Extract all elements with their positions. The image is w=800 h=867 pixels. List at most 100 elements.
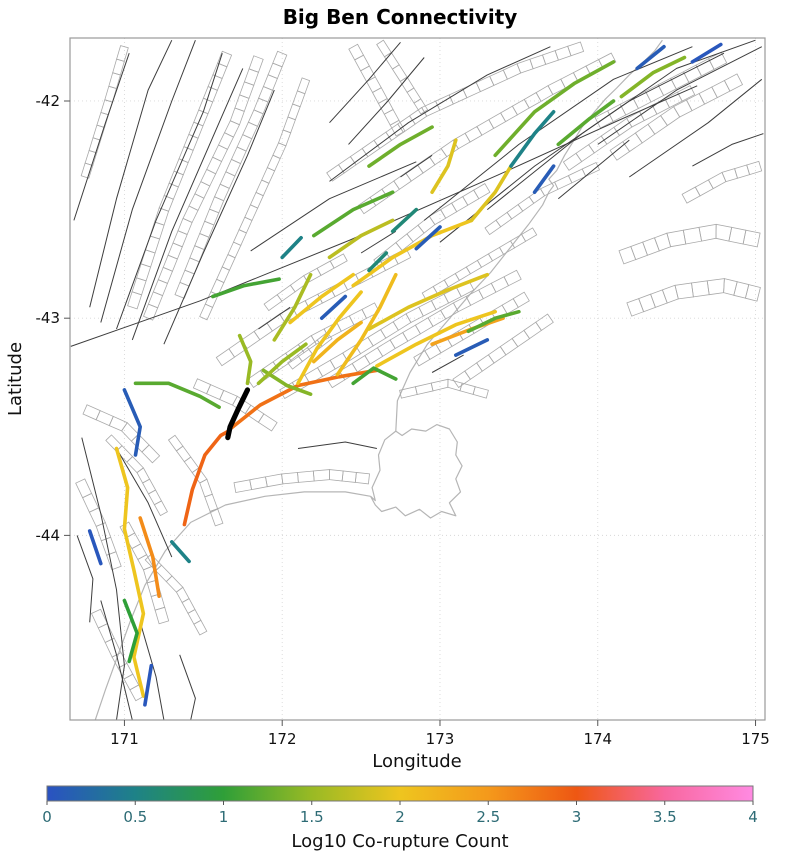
fault-trace [400,154,433,178]
map-plot: 171 172 173 174 175 -42 -43 -44 [36,37,770,748]
colorbar-gradient [46,785,754,802]
fault-outline [144,553,208,636]
rupture-line [690,42,723,64]
rupture-line [122,598,139,664]
x-tick-label: 173 [426,730,455,748]
plot-border [69,37,766,721]
rupture-line [335,272,398,377]
coastline-path [370,424,463,519]
fault-outline [142,55,264,321]
colorbar-tick-label: 1.5 [300,808,324,826]
y-tick-label: -42 [36,92,61,110]
fault-outline [105,434,168,517]
rupture-line [635,44,666,71]
fault-trace [116,53,223,330]
y-tick-label: -43 [36,309,61,327]
rupture-line [256,342,308,386]
rupture-line [138,516,161,598]
x-tick-label: 172 [268,730,297,748]
colorbar-ticks: 0 0.5 1 1.5 2 2.5 3 3.5 4 [42,801,758,826]
fault-outlines [75,39,763,702]
fault-outline [373,183,491,269]
colorbar-tick-label: 0 [42,808,52,826]
fault-trace [431,354,464,373]
x-tick-label: 174 [583,730,612,748]
fault-outline [452,313,554,389]
fault-outline [562,85,696,171]
map-clip-group [70,38,765,720]
rupture-line [619,55,687,99]
x-tick-label: 175 [741,730,770,748]
rupture-line [288,272,355,325]
highlight-fault [225,387,251,441]
coastline [94,39,663,720]
rupture-line [228,368,379,431]
colorbar-tick-label: 2 [395,808,405,826]
fault-outline [80,45,129,179]
rupture-line [509,110,556,168]
rupture-line [367,272,490,331]
fault-trace [70,85,698,347]
fault-trace [100,40,196,323]
fault-outline [326,41,585,182]
fault-trace [73,53,130,221]
rupture-line [375,309,497,368]
rupture-line [493,60,616,158]
fault-outline [421,227,538,301]
rupture-line [312,190,395,238]
fault-trace [329,46,551,182]
fault-outline [174,50,288,299]
colorbar-tick-label: 3.5 [653,808,677,826]
rupture-line [351,218,474,288]
fault-outline [348,43,406,137]
fault-trace [258,306,291,330]
fault-trace [89,39,173,308]
rupture-line [312,320,363,364]
fault-trace [329,41,401,124]
y-axis-label: Latitude [5,342,26,416]
y-axis-ticks: -42 -43 -44 [36,92,70,544]
fault-trace [360,230,397,254]
fault-trace [179,654,196,720]
rupture-line [367,125,434,168]
y-tick-label: -44 [36,526,61,544]
rupture-line [87,529,103,566]
rupture-lines [87,42,723,707]
rupture-line [556,99,616,147]
rupture-line [280,236,303,260]
fault-trace [163,89,275,345]
fault-outline [326,269,522,389]
fault-trace [597,46,763,145]
rupture-line [261,368,313,396]
colorbar-tick-label: 2.5 [476,808,500,826]
chart-title: Big Ben Connectivity [283,5,518,29]
fault-trace [348,57,425,145]
rupture-line [327,218,395,260]
fault-trace [297,441,378,449]
coastline-path [395,39,663,432]
fault-outline [618,223,761,265]
fault-trace [139,622,165,720]
rupture-line [133,381,221,409]
rupture-line [430,138,458,194]
fault-outline [82,404,161,464]
fault-trace [557,139,630,200]
rupture-line [469,164,513,223]
x-tick-label: 171 [110,730,139,748]
fault-traces [70,39,764,720]
fault-trace [629,78,763,178]
rupture-line [237,333,253,386]
rupture-line [390,207,419,234]
rupture-line [296,290,363,386]
rupture-line [143,663,154,707]
x-axis-label: Longitude [372,751,462,772]
fault-outline [399,378,489,399]
fault-outline [233,469,370,493]
fault-outline [75,478,122,571]
colorbar-tick-label: 1 [219,808,229,826]
colorbar: 0 0.5 1 1.5 2 2.5 3 3.5 4 [42,785,758,826]
x-axis-ticks: 171 172 173 174 175 [110,720,770,748]
rupture-line [114,446,146,698]
fault-trace [76,535,94,623]
